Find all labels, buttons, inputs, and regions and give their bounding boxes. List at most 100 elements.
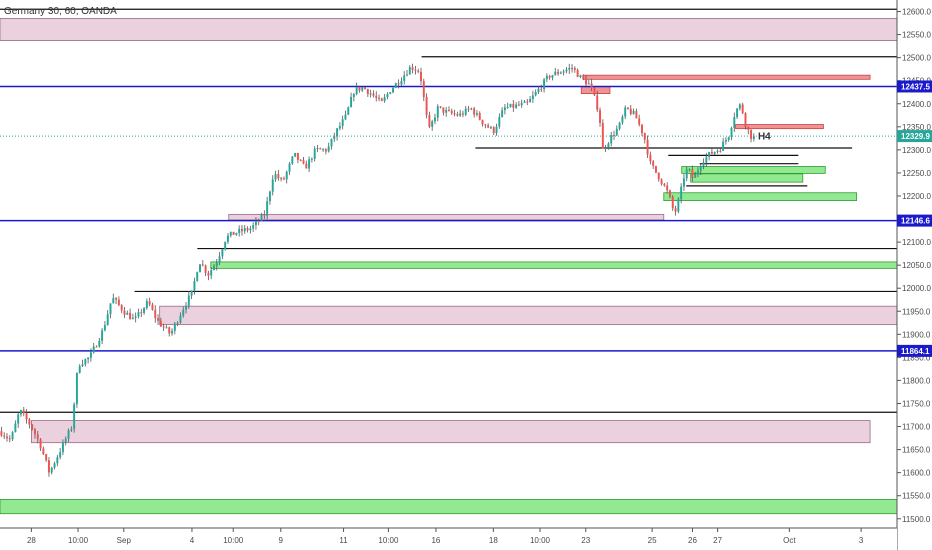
candle-body xyxy=(615,128,618,136)
time-axis-bg xyxy=(0,528,897,550)
candle-body xyxy=(134,316,137,318)
candle-body xyxy=(531,95,534,100)
candle-body xyxy=(590,83,593,88)
candle-body xyxy=(503,107,506,111)
y-tick-label: 12200.0 xyxy=(902,192,931,201)
y-tick-label: 12050.0 xyxy=(902,261,931,270)
candle-body xyxy=(646,139,649,155)
candle-body xyxy=(420,71,422,82)
candle-body xyxy=(151,304,154,310)
y-tick-label: 12550.0 xyxy=(902,31,931,40)
candle-body xyxy=(375,95,378,98)
candle-body xyxy=(699,166,702,171)
candle-body xyxy=(442,107,445,113)
y-tick-label: 11550.0 xyxy=(902,492,931,501)
price-axis: 11500.0 11550.0 11600.0 11650.0 11700.0 11750… xyxy=(896,0,932,550)
candle-body xyxy=(641,124,643,134)
candle-body xyxy=(193,281,196,291)
candle-body xyxy=(562,71,565,73)
candle-body xyxy=(84,359,87,365)
candle-body xyxy=(42,448,45,455)
candle-body xyxy=(263,214,266,216)
candle-body xyxy=(501,110,504,117)
candle-body xyxy=(674,208,677,212)
candle-body xyxy=(252,225,255,229)
candle-body xyxy=(713,151,716,154)
candle-body xyxy=(450,110,453,114)
candle-body xyxy=(294,152,297,157)
zone-green-11 xyxy=(0,499,898,515)
candle-body xyxy=(350,97,353,108)
candle-body xyxy=(53,463,56,468)
candle-body xyxy=(227,235,229,242)
candle-body xyxy=(722,141,725,151)
zone-pink-7 xyxy=(228,214,665,221)
candle-body xyxy=(176,322,179,324)
candle-body xyxy=(428,114,431,127)
candle-body xyxy=(495,126,498,134)
candle-body xyxy=(613,134,615,136)
candle-body xyxy=(445,109,448,113)
candle-body xyxy=(280,178,283,180)
candle-body xyxy=(106,314,109,326)
candle-body xyxy=(81,364,84,367)
candle-body xyxy=(123,310,126,315)
zone-red-1 xyxy=(582,74,871,80)
candle-body xyxy=(143,308,146,313)
candle-body xyxy=(456,114,459,116)
candle-body xyxy=(406,74,408,76)
candle-body xyxy=(668,190,671,197)
candle-body xyxy=(481,119,484,125)
zone-green-6 xyxy=(663,192,858,201)
candle-body xyxy=(425,97,428,115)
candle-body xyxy=(506,107,509,109)
candle-body xyxy=(305,163,308,169)
candle-body xyxy=(568,67,571,70)
candle-body xyxy=(543,79,546,90)
price-tag-label: 11864.1 xyxy=(901,347,930,356)
candle-body xyxy=(92,346,95,353)
candle-body xyxy=(744,113,747,127)
candle-body xyxy=(333,136,336,139)
candle-body xyxy=(28,419,31,425)
candle-body xyxy=(727,137,730,140)
candle-body xyxy=(512,103,515,108)
candle-body xyxy=(207,272,210,276)
candle-body xyxy=(400,80,403,85)
candle-body xyxy=(6,436,8,439)
candle-body xyxy=(509,103,512,108)
candle-body xyxy=(322,149,325,151)
candle-body xyxy=(601,122,604,149)
candle-body xyxy=(534,91,537,96)
candle-body xyxy=(171,330,174,334)
candle-body xyxy=(324,149,327,152)
candle-body xyxy=(120,305,123,311)
candle-body xyxy=(98,340,101,347)
candle-body xyxy=(56,457,59,464)
price-tag-bg xyxy=(897,130,932,143)
candle-body xyxy=(78,366,81,373)
candle-body xyxy=(411,67,414,70)
candle-body xyxy=(436,106,439,118)
candle-body xyxy=(238,228,241,234)
candle-body xyxy=(243,228,246,232)
candle-body xyxy=(473,108,476,115)
candle-body xyxy=(25,413,28,420)
candle-body xyxy=(459,113,462,116)
candle-body xyxy=(691,169,694,178)
y-tick-label: 12000.0 xyxy=(902,284,931,293)
candle-body xyxy=(559,72,562,74)
x-tick-label: Sep xyxy=(117,536,132,545)
candle-body xyxy=(17,414,20,424)
candle-body xyxy=(719,150,722,152)
price-tag-bg xyxy=(897,344,932,357)
candle-body xyxy=(313,148,316,159)
candle-body xyxy=(677,199,680,212)
candle-body xyxy=(649,154,652,162)
candle-body xyxy=(736,108,739,118)
candle-body xyxy=(579,75,582,78)
x-tick-label: 10:00 xyxy=(378,536,399,545)
price-tag-label: 12329.9 xyxy=(901,132,930,141)
candle-body xyxy=(229,231,232,236)
